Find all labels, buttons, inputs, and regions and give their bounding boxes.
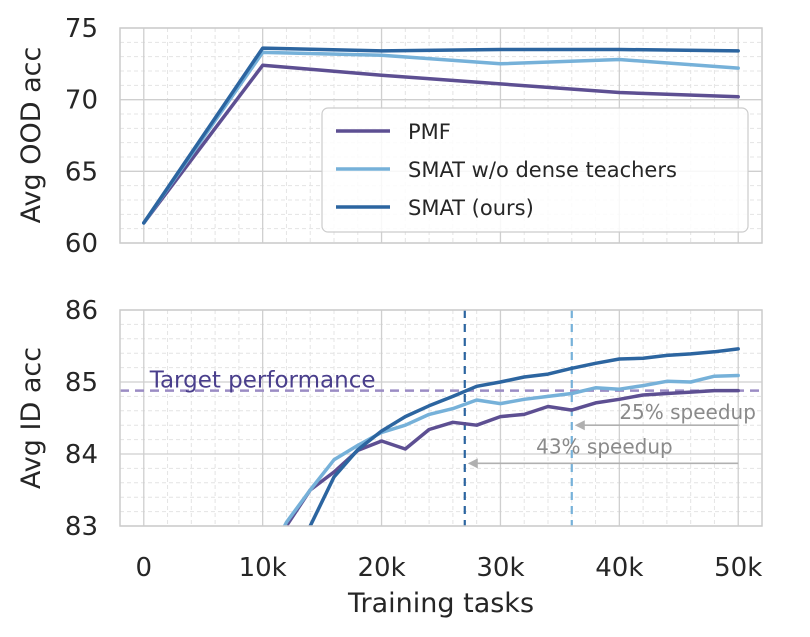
- ood-series-line-pmf: [142, 63, 740, 225]
- x-tick-label: 40k: [595, 553, 643, 583]
- id-series-line-smat-wo: [282, 373, 740, 526]
- id-annotations: 25% speedup 43% speedup: [467, 400, 756, 469]
- legend-label-smat-wo-dense: SMAT w/o dense teachers: [408, 158, 677, 182]
- legend-label-pmf: PMF: [408, 120, 451, 144]
- id-ytick-label: 84: [65, 440, 98, 470]
- x-tick-label: 20k: [357, 553, 405, 583]
- legend-label-smat: SMAT (ours): [408, 196, 534, 220]
- id-ylabel: Avg ID acc: [16, 347, 47, 489]
- x-tick-label: 50k: [714, 553, 762, 583]
- id-ytick-label: 86: [65, 296, 98, 326]
- speedup-annotation: 43% speedup: [536, 434, 673, 458]
- x-tick-label: 30k: [476, 553, 524, 583]
- legend: PMF SMAT w/o dense teachers SMAT (ours): [321, 107, 749, 233]
- legend-frame: [321, 107, 749, 233]
- legend-item-pmf: PMF: [336, 120, 451, 144]
- id-yticks: 83 84 85 86: [65, 296, 98, 542]
- id-series-line-smat: [308, 347, 740, 526]
- ood-panel: 60 65 70 75 Avg OOD acc PMF SMAT w/o dense …: [16, 14, 763, 259]
- ood-ylabel: Avg OOD acc: [16, 47, 47, 224]
- id-ytick-label: 85: [65, 368, 98, 398]
- id-panel: Target performance 25% speedup 43% speedu…: [16, 296, 763, 619]
- id-grid: Target performance: [120, 309, 762, 527]
- ood-yticks: 60 65 70 75: [65, 14, 98, 259]
- ood-ytick-label: 70: [65, 86, 98, 116]
- ood-ytick-label: 65: [65, 157, 98, 187]
- id-xticks: 0 10k 20k 30k 40k 50k: [136, 553, 763, 583]
- x-tick-label: 10k: [239, 553, 287, 583]
- speedup-arrowhead: [467, 458, 478, 469]
- id-series-line-pmf: [284, 388, 740, 526]
- ood-ytick-label: 75: [65, 14, 98, 44]
- speedup-annotation: 25% speedup: [619, 400, 756, 424]
- ood-ytick-label: 60: [65, 229, 98, 259]
- id-ytick-label: 83: [65, 512, 98, 542]
- id-series: [282, 347, 740, 526]
- x-tick-label: 0: [136, 553, 153, 583]
- ood-plot-frame: [119, 27, 763, 244]
- x-axis-label: Training tasks: [347, 588, 534, 619]
- legend-item-smat: SMAT (ours): [336, 196, 534, 220]
- ood-series: [142, 46, 740, 225]
- ood-series-line-smat-wo: [142, 50, 740, 225]
- target-label: Target performance: [149, 368, 376, 394]
- legend-item-smat-wo-dense: SMAT w/o dense teachers: [336, 158, 677, 182]
- ood-series-line-smat: [142, 46, 740, 225]
- speedup-arrowhead: [574, 420, 585, 431]
- id-plot-frame: [119, 309, 763, 527]
